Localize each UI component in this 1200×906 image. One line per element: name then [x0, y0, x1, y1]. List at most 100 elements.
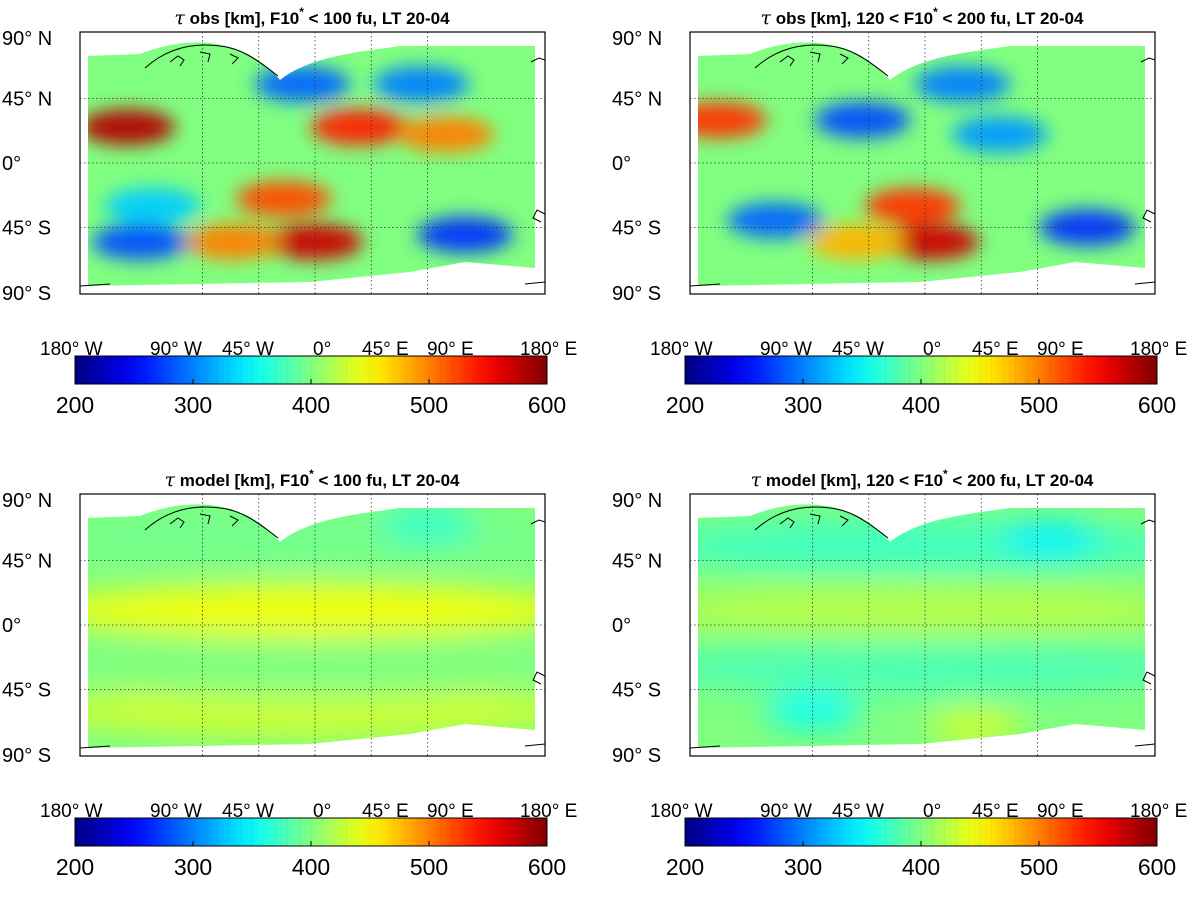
colorbar-tick-label: 400 — [902, 854, 940, 880]
lon-tick-label: 45° W — [832, 801, 884, 822]
lon-tick-label: 0° — [923, 339, 941, 360]
lon-tick-label: 0° — [923, 801, 941, 822]
field-low-6 — [727, 202, 823, 239]
title-symbol: τ — [761, 7, 772, 29]
colorbar-tick-label: 300 — [174, 854, 212, 880]
lat-tick-label: 45° N — [612, 551, 662, 573]
field-background-1 — [698, 518, 1145, 575]
title-text-a: obs [km], F10 — [185, 9, 299, 28]
chart-svg: τ model [km], 120 < F10* < 200 fu, LT 20… — [612, 467, 1187, 880]
lat-tick-label: 90° N — [2, 490, 52, 512]
lat-tick-label: 45° N — [2, 551, 52, 573]
lon-tick-label: 180° E — [520, 801, 577, 822]
lon-tick-label: 180° W — [650, 339, 713, 360]
colorbar-tick-label: 200 — [666, 854, 704, 880]
chart-svg: τ obs [km], 120 < F10* < 200 fu, LT 20-0… — [612, 5, 1187, 418]
colorbar-tick-label: 600 — [1138, 392, 1176, 418]
lat-tick-label: 90° S — [2, 283, 51, 305]
title-superscript: * — [299, 5, 304, 19]
lon-tick-label: 0° — [313, 339, 331, 360]
field-high-1 — [883, 223, 980, 260]
field-layer — [698, 42, 1145, 287]
lon-tick-label: 90° W — [150, 801, 202, 822]
colorbar-tick-label: 600 — [1138, 854, 1176, 880]
coastline — [144, 506, 279, 539]
colorbar-tick-label: 400 — [292, 392, 330, 418]
field-high-4 — [267, 223, 363, 260]
lon-tick-label: 180° W — [40, 801, 103, 822]
field-low-7 — [373, 66, 470, 103]
colorbar-tick-label: 200 — [56, 854, 94, 880]
lat-tick-label: 90° S — [612, 745, 661, 767]
field-low-6 — [254, 66, 351, 103]
lon-tick-label: 180° W — [40, 339, 103, 360]
colorbar-tick-label: 300 — [174, 392, 212, 418]
field-band-0 — [88, 582, 535, 639]
field-background-2 — [88, 511, 535, 567]
lat-tick-label: 0° — [612, 153, 631, 175]
panel-model-low-f10: τ model [km], F10* < 100 fu, LT 20-04 90°… — [0, 462, 600, 906]
lon-tick-label: 90° E — [1037, 801, 1084, 822]
colorbar-tick-label: 600 — [528, 854, 566, 880]
field-low-10 — [104, 188, 201, 224]
panel-obs-low-f10: τ obs [km], F10* < 100 fu, LT 20-04 90° N… — [0, 0, 600, 444]
lon-tick-label: 45° E — [972, 339, 1019, 360]
chart-svg: τ obs [km], F10* < 100 fu, LT 20-04 90° N… — [2, 5, 577, 418]
colorbar-tick-label: 600 — [528, 392, 566, 418]
coastline — [754, 506, 889, 539]
title-text-b: < 100 fu, LT 20-04 — [314, 471, 460, 490]
lon-tick-label: 45° E — [972, 801, 1019, 822]
field-layer — [88, 504, 535, 749]
title-text-a: obs [km], 120 < F10 — [771, 9, 933, 28]
field-high-3 — [235, 180, 332, 217]
coastline — [754, 44, 889, 77]
field-high-2 — [398, 116, 495, 153]
lon-tick-label: 180° E — [1130, 339, 1187, 360]
panel-obs-high-f10: τ obs [km], 120 < F10* < 200 fu, LT 20-0… — [610, 0, 1200, 444]
field-background-3 — [88, 640, 535, 696]
lon-tick-label: 90° E — [1037, 339, 1084, 360]
colorbar-tick-label: 500 — [1020, 392, 1058, 418]
coastline-edge — [689, 57, 1156, 287]
panel-model-high-f10: τ model [km], 120 < F10* < 200 fu, LT 20… — [610, 462, 1200, 906]
title-symbol: τ — [751, 469, 762, 491]
title-symbol: τ — [165, 469, 176, 491]
lon-tick-label: 90° W — [150, 339, 202, 360]
chart-svg: τ model [km], F10* < 100 fu, LT 20-04 90°… — [2, 467, 577, 880]
field-layer — [88, 42, 535, 287]
lat-tick-label: 45° N — [2, 89, 52, 111]
field-band-1 — [88, 683, 535, 739]
title-text-a: model [km], F10 — [175, 471, 309, 490]
lat-tick-label: 0° — [612, 615, 631, 637]
field-low-9 — [92, 223, 188, 260]
field-high-1 — [310, 109, 407, 146]
lon-tick-label: 45° W — [222, 801, 274, 822]
colorbar-tick-label: 400 — [292, 854, 330, 880]
field-high-5 — [185, 223, 282, 260]
colorbar-tick-label: 500 — [410, 392, 448, 418]
lat-tick-label: 45° S — [2, 680, 51, 702]
field-high-0 — [698, 102, 767, 138]
coastline-edge — [689, 519, 1156, 749]
colorbar-tick-label: 200 — [666, 392, 704, 418]
lon-tick-label: 45° E — [362, 801, 409, 822]
title-superscript: * — [933, 5, 938, 19]
field-low-4 — [1002, 521, 1098, 557]
title-text-b: < 100 fu, LT 20-04 — [304, 9, 450, 28]
lon-tick-label: 45° E — [362, 339, 409, 360]
field-background-2 — [698, 640, 1145, 696]
lat-tick-label: 0° — [2, 615, 21, 637]
field-low-4 — [379, 506, 476, 543]
chart-title: τ model [km], F10* < 100 fu, LT 20-04 — [165, 467, 461, 491]
colorbar-tick-label: 400 — [902, 392, 940, 418]
coastline-edge — [79, 57, 546, 287]
coastline-edge — [79, 519, 546, 749]
chart-title: τ obs [km], F10* < 100 fu, LT 20-04 — [174, 5, 450, 29]
lat-tick-label: 0° — [2, 153, 21, 175]
lon-tick-label: 180° E — [520, 339, 577, 360]
field-layer — [698, 504, 1145, 749]
lat-tick-label: 90° N — [2, 28, 52, 50]
chart-title: τ obs [km], 120 < F10* < 200 fu, LT 20-0… — [761, 5, 1084, 29]
title-symbol: τ — [174, 7, 185, 29]
title-text-b: < 200 fu, LT 20-04 — [938, 9, 1084, 28]
